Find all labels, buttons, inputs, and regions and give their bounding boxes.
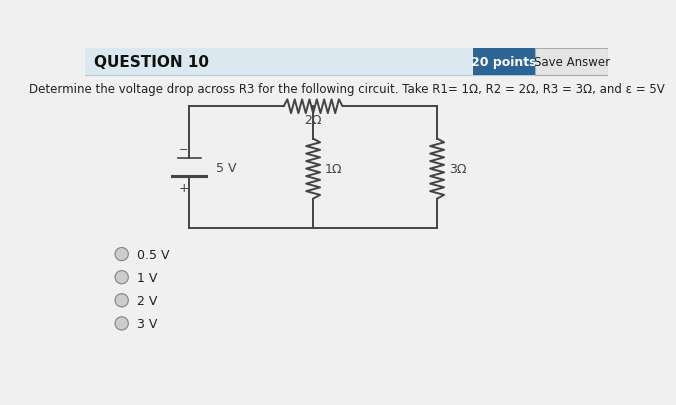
Bar — [473, 49, 535, 75]
Circle shape — [115, 271, 128, 284]
Text: QUESTION 10: QUESTION 10 — [94, 55, 209, 70]
Text: −: − — [179, 144, 189, 154]
Circle shape — [115, 294, 128, 307]
Text: 2 V: 2 V — [137, 294, 158, 307]
Text: 2Ω: 2Ω — [304, 113, 322, 126]
Text: 20 points: 20 points — [471, 55, 537, 68]
Text: Determine the voltage drop across R3 for the following circuit. Take R1= 1Ω, R2 : Determine the voltage drop across R3 for… — [28, 83, 665, 96]
Text: 3 V: 3 V — [137, 317, 158, 330]
Circle shape — [115, 248, 128, 261]
Text: 1 V: 1 V — [137, 271, 158, 284]
Bar — [84, 49, 608, 75]
Text: 3Ω: 3Ω — [449, 163, 466, 176]
Bar — [535, 49, 608, 75]
Text: 1Ω: 1Ω — [324, 163, 342, 176]
Text: 0.5 V: 0.5 V — [137, 248, 170, 261]
Text: 5 V: 5 V — [216, 161, 237, 174]
Circle shape — [115, 317, 128, 330]
Text: +: + — [178, 181, 189, 194]
Text: Save Answer: Save Answer — [533, 55, 610, 68]
